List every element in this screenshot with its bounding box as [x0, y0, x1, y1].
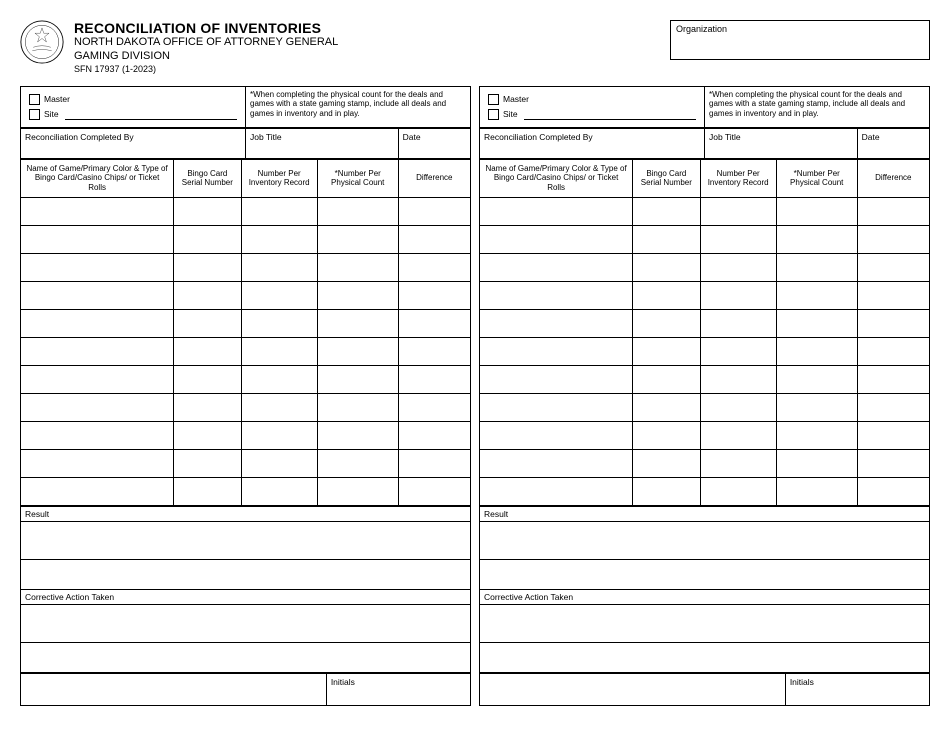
form-number: SFN 17937 (1-2023)	[74, 64, 670, 74]
table-row	[480, 421, 929, 449]
table-row	[480, 337, 929, 365]
table-row	[480, 309, 929, 337]
table-row	[480, 477, 929, 505]
col-difference: Difference	[857, 159, 929, 197]
result-field-2[interactable]	[480, 559, 929, 589]
table-row	[480, 393, 929, 421]
table-row	[21, 197, 470, 225]
col-serial: Bingo Card Serial Number	[174, 159, 241, 197]
dept-line-2: GAMING DIVISION	[74, 50, 670, 64]
table-row	[21, 421, 470, 449]
organization-field[interactable]: Organization	[670, 20, 930, 60]
col-game-name: Name of Game/Primary Color & Type of Bin…	[21, 159, 174, 197]
table-row	[480, 225, 929, 253]
master-label: Master	[44, 94, 70, 104]
table-row	[21, 477, 470, 505]
result-label: Result	[21, 506, 470, 521]
col-serial: Bingo Card Serial Number	[633, 159, 700, 197]
col-physical: *Number Per Physical Count	[776, 159, 857, 197]
site-checkbox[interactable]	[488, 109, 499, 120]
dept-line-1: NORTH DAKOTA OFFICE OF ATTORNEY GENERAL	[74, 36, 670, 50]
result-field-1[interactable]	[480, 521, 929, 559]
corrective-field-1[interactable]	[480, 604, 929, 642]
footer-blank[interactable]	[480, 673, 785, 705]
table-row	[21, 337, 470, 365]
result-field-2[interactable]	[21, 559, 470, 589]
inventory-panel: Master Site *When completing the physica…	[479, 86, 930, 707]
job-title-field[interactable]: Job Title	[705, 128, 858, 158]
inventory-panel: Master Site *When completing the physica…	[20, 86, 471, 707]
master-checkbox[interactable]	[29, 94, 40, 105]
table-row	[21, 449, 470, 477]
date-field[interactable]: Date	[857, 128, 929, 158]
site-label: Site	[44, 109, 59, 119]
table-row	[480, 281, 929, 309]
table-row	[21, 281, 470, 309]
col-game-name: Name of Game/Primary Color & Type of Bin…	[480, 159, 633, 197]
corrective-field-2[interactable]	[21, 642, 470, 672]
master-label: Master	[503, 94, 529, 104]
corrective-label: Corrective Action Taken	[480, 589, 929, 604]
table-row	[480, 365, 929, 393]
col-inventory: Number Per Inventory Record	[241, 159, 317, 197]
result-field-1[interactable]	[21, 521, 470, 559]
site-line-field[interactable]	[524, 109, 696, 120]
completed-by-field[interactable]: Reconciliation Completed By	[480, 128, 705, 158]
table-row	[21, 393, 470, 421]
col-inventory: Number Per Inventory Record	[700, 159, 776, 197]
form-title: RECONCILIATION OF INVENTORIES	[74, 20, 670, 36]
table-row	[480, 197, 929, 225]
corrective-field-1[interactable]	[21, 604, 470, 642]
corrective-label: Corrective Action Taken	[21, 589, 470, 604]
table-row	[21, 309, 470, 337]
stamp-note: *When completing the physical count for …	[246, 87, 471, 128]
site-line-field[interactable]	[65, 109, 237, 120]
site-checkbox[interactable]	[29, 109, 40, 120]
footer-blank[interactable]	[21, 673, 326, 705]
completed-by-field[interactable]: Reconciliation Completed By	[21, 128, 246, 158]
table-row	[21, 365, 470, 393]
col-physical: *Number Per Physical Count	[317, 159, 398, 197]
organization-label: Organization	[676, 24, 727, 34]
col-difference: Difference	[398, 159, 470, 197]
state-seal-icon	[20, 20, 64, 64]
table-row	[480, 449, 929, 477]
table-row	[480, 253, 929, 281]
initials-field[interactable]: Initials	[785, 673, 929, 705]
site-label: Site	[503, 109, 518, 119]
table-row	[21, 225, 470, 253]
master-checkbox[interactable]	[488, 94, 499, 105]
job-title-field[interactable]: Job Title	[246, 128, 399, 158]
initials-field[interactable]: Initials	[326, 673, 470, 705]
result-label: Result	[480, 506, 929, 521]
table-row	[21, 253, 470, 281]
date-field[interactable]: Date	[398, 128, 470, 158]
stamp-note: *When completing the physical count for …	[705, 87, 930, 128]
corrective-field-2[interactable]	[480, 642, 929, 672]
